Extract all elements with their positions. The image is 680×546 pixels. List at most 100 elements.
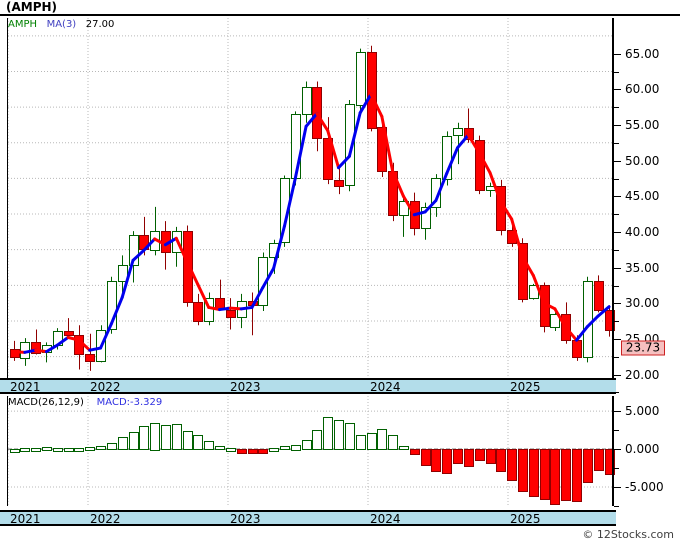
ma-segment: [553, 307, 568, 329]
ma-segment: [510, 217, 524, 259]
price-tick-mark: [614, 160, 621, 162]
candle-body: [356, 52, 366, 106]
candle-body: [31, 342, 41, 354]
ma-segment: [293, 124, 308, 180]
candle-body: [605, 310, 615, 331]
price-tick-label: 45.00: [625, 189, 660, 204]
ma-segment: [66, 335, 81, 342]
macd-bar: [183, 431, 193, 450]
macd-bar: [107, 443, 117, 450]
ma-segment: [196, 283, 211, 309]
candle: [550, 312, 560, 331]
candle-body: [453, 128, 463, 136]
candle-body: [421, 207, 431, 229]
macd-bar: [464, 449, 474, 467]
macd-bar: [10, 449, 20, 453]
macd-indicator-label: MACD(26,12,9): [8, 397, 84, 408]
price-tick-mark: [614, 53, 621, 55]
macd-bar: [291, 445, 301, 451]
price-tick-mark: [614, 125, 621, 127]
ma-segment: [456, 133, 470, 150]
ma-segment: [380, 114, 395, 173]
macd-bar: [280, 446, 290, 450]
ma-segment: [142, 237, 157, 252]
price-tick-label: 65.00: [625, 46, 660, 61]
time-axis-year-label: 2021: [10, 380, 41, 394]
ma-segment: [391, 169, 405, 198]
price-tick-label: 40.00: [625, 225, 660, 240]
price-tick-label: 20.00: [625, 367, 660, 382]
candle-body: [10, 349, 20, 358]
candle-body: [399, 201, 409, 216]
ma-segment: [304, 112, 319, 128]
macd-bar: [572, 449, 582, 502]
candle: [334, 168, 344, 195]
time-axis-year-label: 2025: [510, 512, 541, 526]
ma-segment: [44, 343, 59, 354]
macd-bar: [150, 423, 160, 451]
price-tick-mark: [614, 338, 621, 340]
ma-segment: [477, 151, 492, 175]
time-axis-year-label: 2021: [10, 512, 41, 526]
title-bar: (AMPH): [0, 0, 680, 16]
candle-body: [204, 298, 214, 322]
ma-segment: [120, 258, 135, 299]
candle: [302, 81, 312, 123]
time-axis-macd: 2021 2022 2023 2024 2025: [0, 510, 616, 526]
candle-body: [367, 52, 377, 129]
ma-segment: [34, 348, 48, 354]
ma-segment: [499, 200, 514, 221]
candle-body: [193, 302, 203, 322]
ma-segment: [23, 348, 38, 354]
ma-segment: [228, 306, 243, 311]
price-tick-mark: [614, 303, 621, 305]
macd-bar: [334, 420, 344, 450]
macd-bar: [605, 449, 615, 475]
macd-bar: [475, 449, 485, 461]
price-minor-tick: [614, 107, 619, 109]
macd-plot-frame: [7, 396, 614, 506]
macd-bar: [172, 424, 182, 450]
ma-segment: [207, 305, 222, 312]
price-minor-tick: [614, 321, 619, 323]
macd-bar: [204, 441, 214, 450]
macd-minor-tick: [614, 506, 619, 507]
macd-bar: [550, 449, 560, 505]
ma-segment: [218, 306, 232, 312]
macd-bar: [421, 449, 431, 466]
price-tick-label: 50.00: [625, 153, 660, 168]
candle-body: [377, 127, 387, 172]
price-tick-label: 60.00: [625, 82, 660, 97]
ma-segment: [174, 236, 189, 264]
time-axis-year-label: 2022: [90, 512, 121, 526]
candle: [323, 117, 333, 185]
macd-bar: [302, 440, 312, 450]
price-tick-label: 30.00: [625, 296, 660, 311]
candle: [442, 131, 452, 186]
candle: [64, 318, 74, 339]
macd-bar: [388, 435, 398, 450]
macd-bar: [518, 449, 528, 492]
candle-body: [518, 243, 528, 300]
price-minor-tick: [614, 285, 619, 287]
candle: [377, 118, 387, 177]
price-tick-mark: [614, 196, 621, 198]
macd-bar: [367, 433, 377, 450]
macd-bar: [486, 449, 496, 464]
candle: [518, 238, 528, 303]
price-tick-label: 35.00: [625, 260, 660, 275]
macd-bar: [226, 448, 236, 452]
macd-tick-mark: [614, 411, 621, 413]
ma-segment: [153, 237, 167, 247]
candle: [118, 255, 128, 293]
ma-segment: [55, 335, 70, 347]
macd-tick-label: 5.000: [625, 404, 660, 419]
price-candlestick-svg: [7, 18, 615, 378]
time-axis-year-label: 2024: [370, 380, 401, 394]
time-axis-year-label: 2022: [90, 380, 121, 394]
macd-bar: [139, 426, 149, 450]
candle-body: [550, 314, 560, 328]
candle: [129, 231, 139, 283]
macd-bar: [399, 446, 409, 450]
candle-body: [594, 281, 604, 311]
